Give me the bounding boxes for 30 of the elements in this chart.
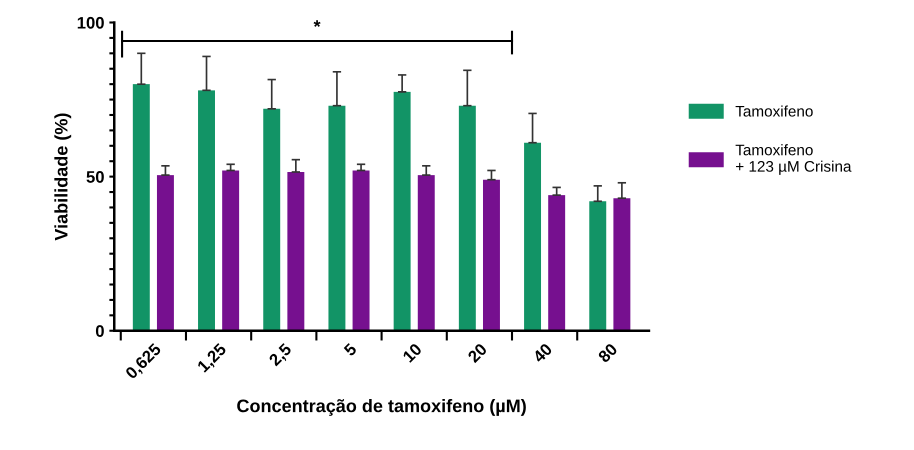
bar: [418, 175, 435, 331]
y-tick-label: 50: [86, 171, 104, 183]
x-tick-label: 80: [597, 342, 618, 364]
bar: [352, 170, 370, 331]
x-tick-label: 10: [402, 342, 422, 363]
y-tick-label: 100: [78, 16, 104, 29]
legend-label: Tamoxifeno + 123 µM Crisina: [736, 144, 852, 175]
bar: [482, 180, 500, 331]
y-axis-title: Viabilidade (%): [54, 113, 72, 241]
bar: [222, 170, 240, 331]
x-tick-label: 40: [532, 342, 553, 364]
y-tick-label: 0: [96, 325, 104, 337]
bar: [613, 198, 630, 331]
x-tick-label: 2,5: [268, 342, 294, 368]
bar: [198, 90, 215, 331]
bar: [156, 175, 174, 331]
bar: [132, 84, 150, 331]
bar: [524, 142, 542, 331]
bar: [394, 92, 411, 331]
bar: [287, 172, 304, 331]
bar: [263, 108, 280, 331]
x-tick-label: 20: [467, 342, 488, 364]
x-axis-title: Concentração de tamoxifeno (µM): [237, 399, 526, 416]
bar: [328, 106, 346, 331]
legend-label: Tamoxifeno: [736, 105, 813, 117]
annotation: *: [314, 20, 321, 27]
bar: [589, 201, 606, 331]
bar: [548, 195, 566, 331]
bar: [458, 106, 476, 331]
x-tick-label: 5: [343, 342, 358, 357]
